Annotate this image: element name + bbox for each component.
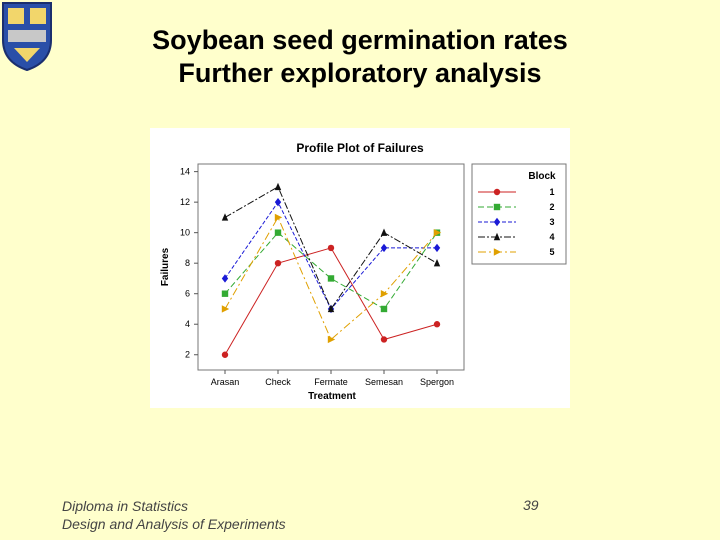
legend-label: 3 <box>549 217 554 227</box>
legend-label: 1 <box>549 187 554 197</box>
data-point <box>380 305 388 313</box>
x-tick-label: Check <box>265 377 291 387</box>
series-4 <box>221 182 441 313</box>
x-tick-label: Arasan <box>211 377 240 387</box>
y-tick-label: 6 <box>185 289 190 299</box>
x-tick-label: Fermate <box>314 377 348 387</box>
data-point <box>221 305 230 313</box>
data-point <box>274 182 282 191</box>
data-point <box>327 304 335 313</box>
data-point <box>327 275 335 282</box>
series-line <box>224 186 438 310</box>
data-point <box>274 213 283 222</box>
footer-line-1: Diploma in Statistics <box>62 498 189 514</box>
x-tick-label: Spergon <box>420 377 454 387</box>
legend-box <box>471 163 567 265</box>
data-point <box>327 244 335 252</box>
series-5 <box>221 213 442 344</box>
y-axis-label: Failures <box>160 247 171 286</box>
title-line-2: Further exploratory analysis <box>178 58 542 88</box>
x-axis-label: Treatment <box>308 391 356 402</box>
data-point <box>221 351 229 358</box>
data-point <box>274 197 282 207</box>
legend-entry: 1 <box>478 187 555 197</box>
data-point <box>327 335 336 344</box>
crest-logo <box>1 2 52 72</box>
series-line <box>224 216 438 341</box>
data-point <box>433 243 441 253</box>
legend-entry: 2 <box>478 202 555 212</box>
legend-entry: 4 <box>478 232 555 242</box>
data-point <box>380 290 389 298</box>
slide-title: Soybean seed germination rates Further e… <box>80 24 640 90</box>
data-point <box>493 248 502 256</box>
plot-area <box>197 163 465 371</box>
data-point <box>274 259 282 267</box>
y-tick-label: 12 <box>180 197 190 207</box>
legend-title: Block <box>528 171 556 182</box>
footer-course: Diploma in Statistics Design and Analysi… <box>62 497 286 533</box>
y-tick-label: 14 <box>180 167 190 177</box>
page-number: 39 <box>523 497 539 513</box>
series-1 <box>221 244 441 358</box>
y-tick-label: 2 <box>185 350 190 360</box>
profile-plot-chart: Profile Plot of Failures Treatment Failu… <box>150 128 570 408</box>
data-point <box>433 321 441 328</box>
data-point <box>493 188 501 196</box>
legend-label: 4 <box>549 232 554 242</box>
legend-label: 5 <box>549 247 554 257</box>
data-point <box>221 290 229 297</box>
x-tick-label: Semesan <box>365 377 403 387</box>
data-point <box>493 232 501 241</box>
data-point <box>380 228 388 236</box>
data-point <box>274 229 282 236</box>
chart-title: Profile Plot of Failures <box>296 141 424 155</box>
title-line-1: Soybean seed germination rates <box>152 25 568 55</box>
y-tick-label: 10 <box>180 228 190 238</box>
data-point <box>493 203 501 211</box>
data-point <box>380 243 388 253</box>
data-point <box>433 258 441 267</box>
data-point <box>433 228 442 237</box>
axes: 2 4 6 8 10 12 14 Arasan Check Fermate Semesan Sperg… <box>180 167 454 387</box>
y-tick-label: 4 <box>185 319 190 329</box>
data-point <box>380 336 388 343</box>
footer-line-2: Design and Analysis of Experiments <box>62 516 286 532</box>
data-point <box>221 213 229 221</box>
y-tick-label: 8 <box>185 258 190 268</box>
legend-label: 2 <box>549 202 554 212</box>
legend-entry: 5 <box>478 247 555 257</box>
series-group <box>221 182 442 358</box>
